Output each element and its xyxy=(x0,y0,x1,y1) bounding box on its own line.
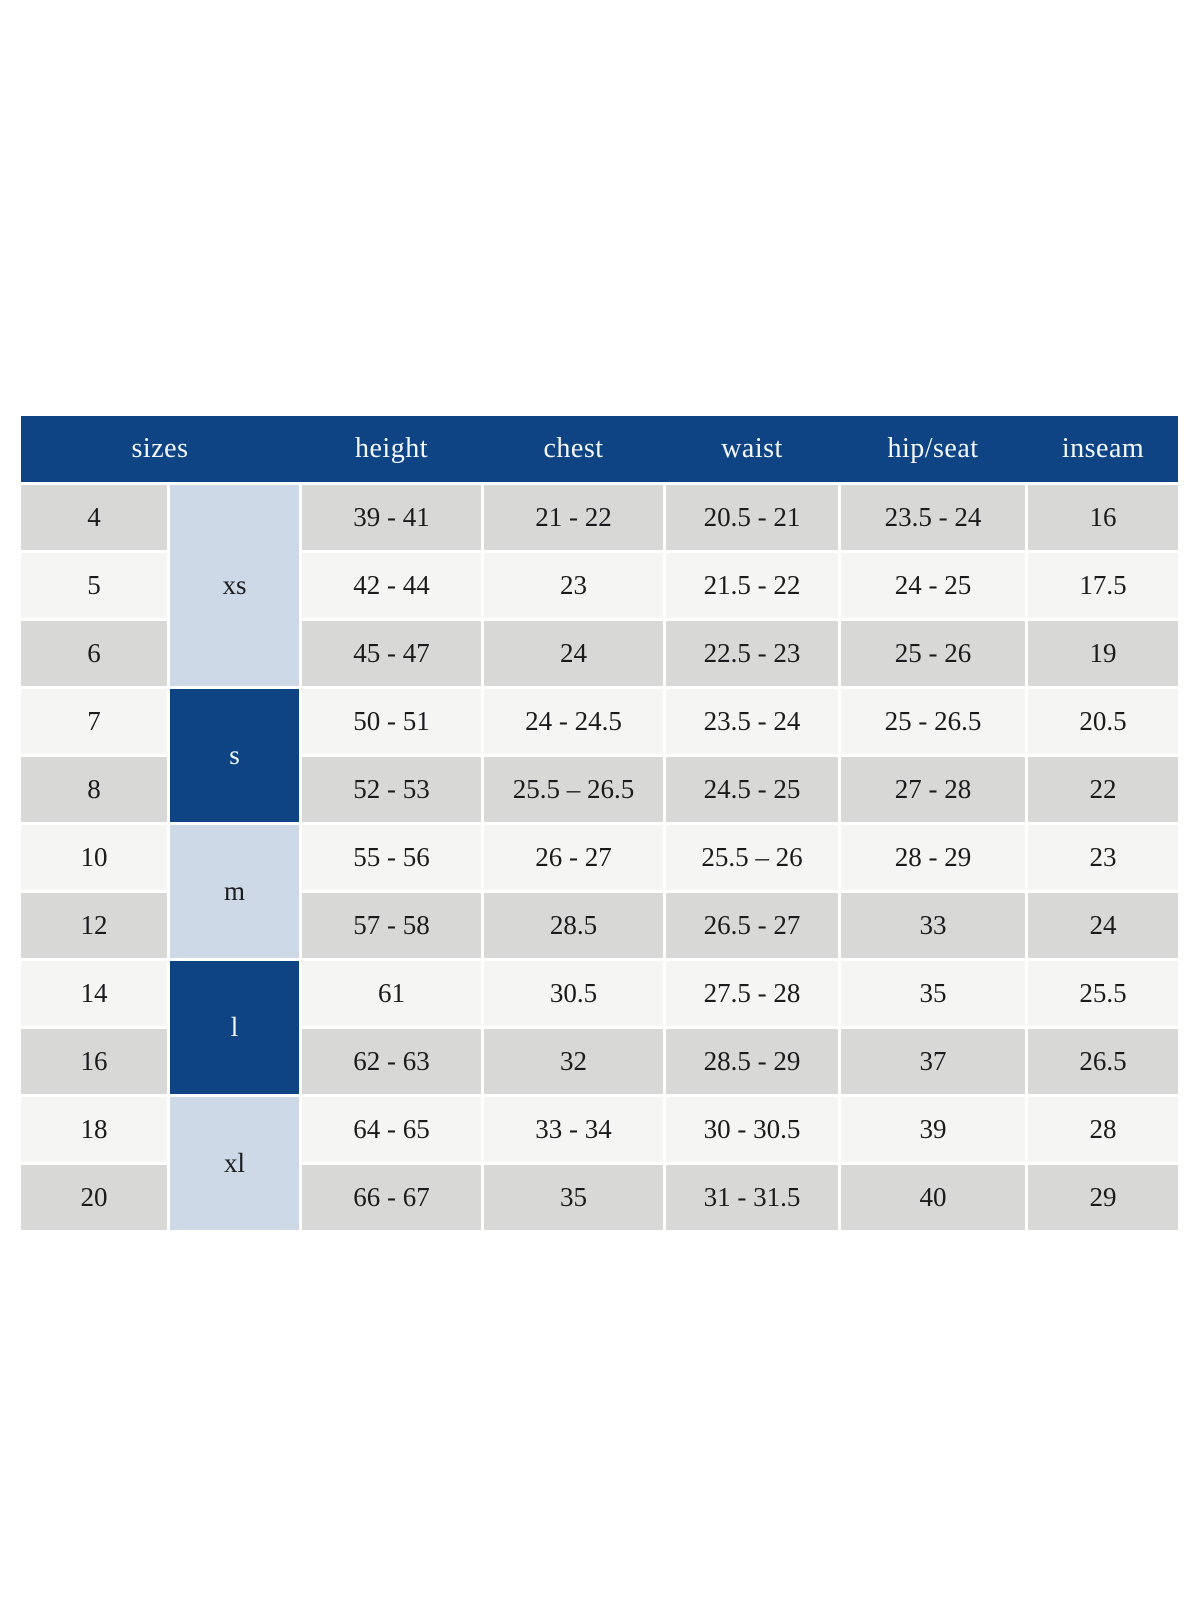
cell-waist-row-7: 23.5 - 24 xyxy=(666,689,838,754)
cell-waist-row-5: 21.5 - 22 xyxy=(666,553,838,618)
cell-chest-row-18: 33 - 34 xyxy=(484,1097,663,1162)
cell-hip_seat-row-8: 27 - 28 xyxy=(841,757,1025,822)
cell-hip_seat-row-20: 40 xyxy=(841,1165,1025,1230)
cell-size-row-10: 10 xyxy=(21,825,167,890)
cell-inseam-row-7: 20.5 xyxy=(1028,689,1178,754)
cell-inseam-row-12: 24 xyxy=(1028,893,1178,958)
cell-height-row-14: 61 xyxy=(302,961,481,1026)
cell-height-row-20: 66 - 67 xyxy=(302,1165,481,1230)
cell-inseam-row-14: 25.5 xyxy=(1028,961,1178,1026)
cell-chest-row-4: 21 - 22 xyxy=(484,485,663,550)
size-group-m: m xyxy=(170,825,299,958)
cell-chest-row-16: 32 xyxy=(484,1029,663,1094)
cell-chest-row-6: 24 xyxy=(484,621,663,686)
cell-hip_seat-row-18: 39 xyxy=(841,1097,1025,1162)
cell-inseam-row-6: 19 xyxy=(1028,621,1178,686)
column-header-hip-seat: hip/seat xyxy=(887,433,979,464)
cell-chest-row-14: 30.5 xyxy=(484,961,663,1026)
cell-waist-row-12: 26.5 - 27 xyxy=(666,893,838,958)
cell-waist-row-16: 28.5 - 29 xyxy=(666,1029,838,1094)
cell-chest-row-20: 35 xyxy=(484,1165,663,1230)
cell-waist-row-8: 24.5 - 25 xyxy=(666,757,838,822)
cell-hip_seat-row-16: 37 xyxy=(841,1029,1025,1094)
cell-hip_seat-row-12: 33 xyxy=(841,893,1025,958)
size-group-xs: xs xyxy=(170,485,299,686)
cell-height-row-16: 62 - 63 xyxy=(302,1029,481,1094)
cell-height-row-4: 39 - 41 xyxy=(302,485,481,550)
cell-inseam-row-16: 26.5 xyxy=(1028,1029,1178,1094)
cell-inseam-row-10: 23 xyxy=(1028,825,1178,890)
cell-size-row-18: 18 xyxy=(21,1097,167,1162)
cell-height-row-5: 42 - 44 xyxy=(302,553,481,618)
size-group-xl: xl xyxy=(170,1097,299,1230)
cell-size-row-8: 8 xyxy=(21,757,167,822)
cell-height-row-7: 50 - 51 xyxy=(302,689,481,754)
cell-height-row-10: 55 - 56 xyxy=(302,825,481,890)
cell-inseam-row-4: 16 xyxy=(1028,485,1178,550)
cell-inseam-row-20: 29 xyxy=(1028,1165,1178,1230)
cell-inseam-row-5: 17.5 xyxy=(1028,553,1178,618)
cell-waist-row-4: 20.5 - 21 xyxy=(666,485,838,550)
cell-height-row-12: 57 - 58 xyxy=(302,893,481,958)
cell-hip_seat-row-5: 24 - 25 xyxy=(841,553,1025,618)
cell-size-row-4: 4 xyxy=(21,485,167,550)
cell-size-row-6: 6 xyxy=(21,621,167,686)
cell-chest-row-7: 24 - 24.5 xyxy=(484,689,663,754)
size-chart-table: sizes height chest waist hip/seat inseam… xyxy=(21,416,1178,1230)
table-header-row: sizes height chest waist hip/seat inseam xyxy=(21,416,1178,482)
size-group-s: s xyxy=(170,689,299,822)
cell-hip_seat-row-10: 28 - 29 xyxy=(841,825,1025,890)
size-group-l: l xyxy=(170,961,299,1094)
cell-height-row-6: 45 - 47 xyxy=(302,621,481,686)
cell-chest-row-12: 28.5 xyxy=(484,893,663,958)
cell-waist-row-14: 27.5 - 28 xyxy=(666,961,838,1026)
cell-size-row-7: 7 xyxy=(21,689,167,754)
cell-hip_seat-row-14: 35 xyxy=(841,961,1025,1026)
cell-inseam-row-8: 22 xyxy=(1028,757,1178,822)
cell-inseam-row-18: 28 xyxy=(1028,1097,1178,1162)
cell-chest-row-10: 26 - 27 xyxy=(484,825,663,890)
cell-hip_seat-row-7: 25 - 26.5 xyxy=(841,689,1025,754)
cell-waist-row-18: 30 - 30.5 xyxy=(666,1097,838,1162)
cell-size-row-16: 16 xyxy=(21,1029,167,1094)
column-header-sizes: sizes xyxy=(131,433,189,464)
cell-hip_seat-row-4: 23.5 - 24 xyxy=(841,485,1025,550)
column-header-height: height xyxy=(355,433,428,464)
cell-size-row-5: 5 xyxy=(21,553,167,618)
cell-height-row-18: 64 - 65 xyxy=(302,1097,481,1162)
cell-chest-row-5: 23 xyxy=(484,553,663,618)
cell-height-row-8: 52 - 53 xyxy=(302,757,481,822)
cell-hip_seat-row-6: 25 - 26 xyxy=(841,621,1025,686)
column-header-chest: chest xyxy=(543,433,604,464)
cell-waist-row-10: 25.5 – 26 xyxy=(666,825,838,890)
column-header-waist: waist xyxy=(721,433,783,464)
cell-waist-row-20: 31 - 31.5 xyxy=(666,1165,838,1230)
cell-chest-row-8: 25.5 – 26.5 xyxy=(484,757,663,822)
column-header-inseam: inseam xyxy=(1061,433,1145,464)
cell-size-row-20: 20 xyxy=(21,1165,167,1230)
cell-size-row-12: 12 xyxy=(21,893,167,958)
cell-waist-row-6: 22.5 - 23 xyxy=(666,621,838,686)
cell-size-row-14: 14 xyxy=(21,961,167,1026)
